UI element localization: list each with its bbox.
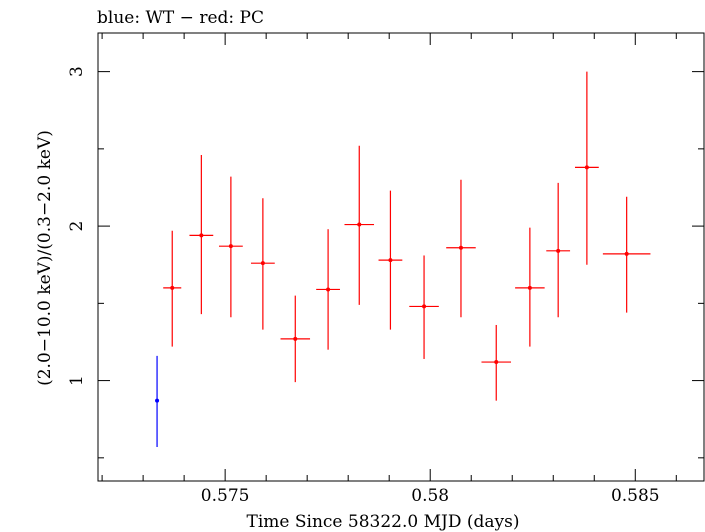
data-point	[458, 245, 463, 250]
data-point	[260, 261, 265, 266]
y-tick-label: 3	[67, 66, 87, 77]
data-point	[624, 251, 629, 256]
x-tick-label: 0.58	[411, 486, 449, 506]
data-point	[170, 285, 175, 290]
data-point	[199, 233, 204, 238]
series-pc	[163, 71, 651, 401]
x-tick-label: 0.585	[611, 486, 660, 506]
data-point	[155, 398, 160, 403]
plot-frame	[97, 32, 705, 482]
data-point	[494, 360, 499, 365]
y-tick-label: 1	[67, 375, 87, 386]
x-tick-label: 0.575	[201, 486, 250, 506]
y-tick-label: 2	[67, 221, 87, 232]
data-point	[293, 336, 298, 341]
data-point	[584, 165, 589, 170]
data-point	[357, 222, 362, 227]
data-point	[556, 248, 561, 253]
data-point	[326, 287, 331, 292]
chart-title: blue: WT − red: PC	[97, 8, 264, 28]
data-point	[388, 258, 393, 263]
data-marks	[155, 71, 651, 448]
data-point	[527, 285, 532, 290]
data-point	[422, 304, 427, 309]
x-axis-label: Time Since 58322.0 MJD (days)	[247, 512, 520, 532]
axes: 0.575 0.58 0.585 1 2 3	[67, 32, 705, 506]
data-point	[228, 244, 233, 249]
series-wt	[155, 355, 160, 448]
y-axis-label: (2.0−10.0 keV)/(0.3−2.0 keV)	[35, 130, 55, 386]
